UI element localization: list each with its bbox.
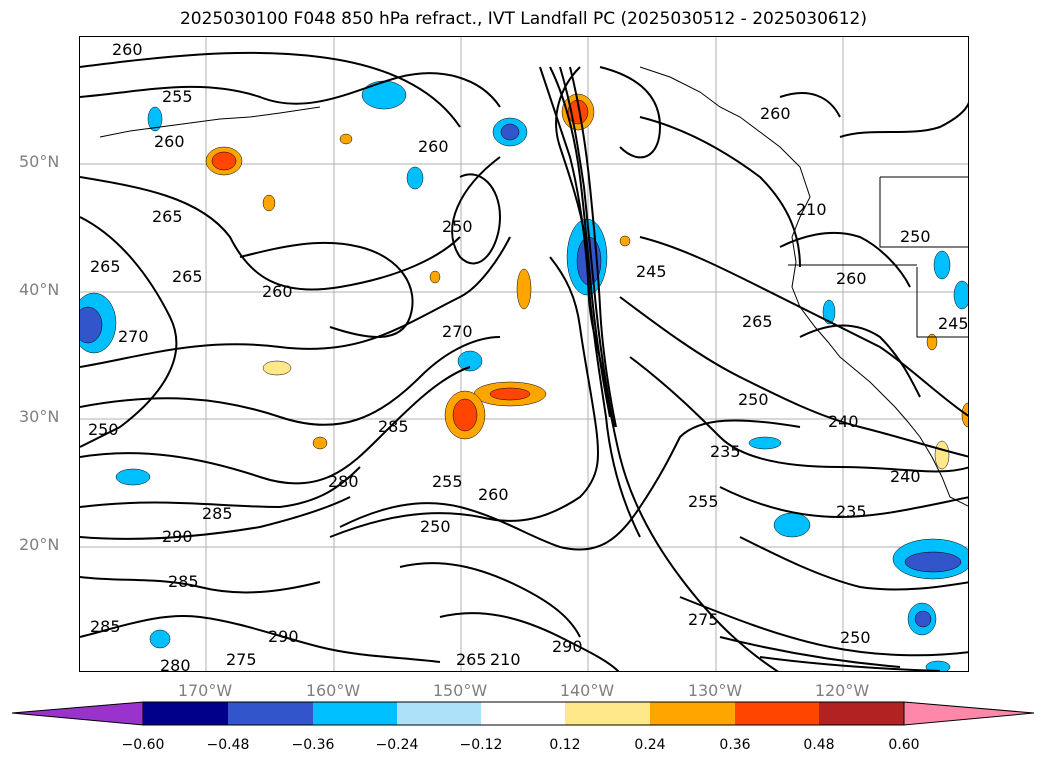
contour-label: 250 [442,217,473,236]
colorbar-extend-right [903,701,1035,726]
contour-label: 260 [112,40,143,59]
contour-label: 270 [442,322,473,341]
graticule [80,37,968,671]
contour-label: 260 [478,485,509,504]
contour-label: 235 [836,502,867,521]
colorbar-swatch [650,702,735,725]
map-canvas: 260 255 260 265 265 270 260 250 260 265 … [80,37,969,672]
contour-label: 280 [328,472,359,491]
colorbar-swatch [565,702,650,725]
contour-label: 240 [890,467,921,486]
contour-label: 275 [688,610,719,629]
contour-label: 255 [688,492,719,511]
lat-label-30n: 30°N [19,407,60,426]
contour-label: 250 [738,390,769,409]
contour-label: 260 [418,137,449,156]
lon-label-170w: 170°W [177,681,233,700]
contour-label: 265 [152,207,183,226]
contour-label: 250 [840,628,871,647]
contour-label: 260 [836,269,867,288]
colorbar-tick: −0.24 [375,737,419,753]
contour-label: 245 [636,262,667,281]
contour-label: 285 [378,417,409,436]
colorbar-tick: −0.36 [291,737,335,753]
colorbar-extend-left [11,701,144,726]
contour-label: 285 [202,504,233,523]
contour-labels: 260 255 260 265 265 270 260 250 260 265 … [88,40,969,672]
lat-label-20n: 20°N [19,535,60,554]
contour-label: 260 [154,132,185,151]
colorbar-swatch [143,702,228,725]
contour-label: 255 [162,87,193,106]
contour-label: 255 [432,472,463,491]
contour-label: 235 [710,442,741,461]
contour-label: 250 [420,517,451,536]
colorbar-swatch [735,702,819,725]
lat-label-40n: 40°N [19,280,60,299]
contour-label: 210 [796,200,827,219]
contour-label: 265 [742,312,773,331]
contour-label: 245 [938,314,969,333]
lon-label-150w: 150°W [432,681,488,700]
colorbar [11,701,1035,726]
colorbar-swatch [819,702,904,725]
contour-label: 285 [90,617,121,636]
contour-label: 260 [262,282,293,301]
contour-label: 210 [490,650,521,669]
map-panel: 260 255 260 265 265 270 260 250 260 265 … [79,36,969,672]
colorbar-tick: 0.12 [549,737,581,753]
contour-label: 265 [90,257,121,276]
contour-label: 290 [268,627,299,646]
lon-label-120w: 120°W [814,681,870,700]
colorbar-tick: 0.24 [634,737,666,753]
contour-label: 250 [88,420,119,439]
colorbar-swatch [228,702,313,725]
contour-label: 250 [900,227,931,246]
colorbar-tick: 0.48 [803,737,835,753]
lon-label-160w: 160°W [305,681,361,700]
contour-label: 270 [118,327,149,346]
contour-label: 290 [162,527,193,546]
contour-label: 275 [226,650,257,669]
colorbar-swatch [481,702,565,725]
lon-label-130w: 130°W [687,681,743,700]
ivt-shading [80,80,968,671]
contour-label: 260 [760,104,791,123]
colorbar-tick: 0.36 [719,737,751,753]
contour-label: 265 [456,650,487,669]
contour-label: 285 [168,572,199,591]
lon-label-140w: 140°W [559,681,615,700]
contour-label: 240 [828,412,859,431]
colorbar-tick: −0.60 [121,737,165,753]
contour-label: 280 [160,656,191,672]
colorbar-swatch [313,702,397,725]
map-title: 2025030100 F048 850 hPa refract., IVT La… [179,9,867,29]
colorbar-tick: 0.60 [888,737,920,753]
refractivity-contours [80,51,968,671]
contour-label: 265 [172,267,203,286]
colorbar-tick: −0.12 [459,737,503,753]
colorbar-tick: −0.48 [206,737,250,753]
colorbar-swatch [397,702,481,725]
contour-label: 290 [552,637,583,656]
lat-label-50n: 50°N [19,152,60,171]
